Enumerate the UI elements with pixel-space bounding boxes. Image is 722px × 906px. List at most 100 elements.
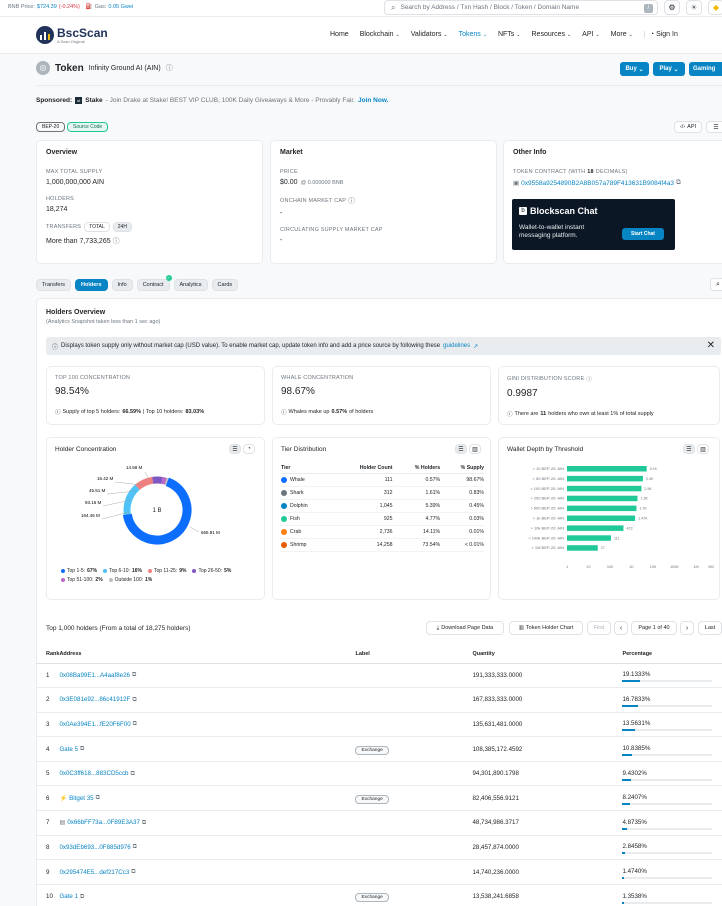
copy-icon[interactable]: ⧉ <box>80 745 85 753</box>
bar[interactable] <box>567 466 647 472</box>
legend-item[interactable]: Top 1-5: 67% <box>61 568 97 574</box>
gaming-button[interactable]: Gaming <box>689 62 722 76</box>
nav-blockchain[interactable]: Blockchain ⌄ <box>359 31 400 38</box>
search-input[interactable]: ⌕ Search by Address / Txn Hash / Block /… <box>384 0 658 15</box>
chart-view-button[interactable]: ▥ <box>697 444 709 454</box>
bar[interactable] <box>567 525 624 531</box>
copy-icon[interactable]: ⧉ <box>132 843 138 851</box>
exchange-badge[interactable]: Exchange <box>355 893 389 903</box>
tab-transfers[interactable]: Transfers <box>36 279 72 291</box>
copy-icon[interactable]: ⧉ <box>131 868 136 876</box>
holder-concentration-card: Holder Concentration ☰ ◔ 1 B 14.58 M 16.… <box>46 437 265 600</box>
prev-page-button[interactable]: ‹ <box>614 621 628 635</box>
copy-icon[interactable]: ⧉ <box>131 671 137 679</box>
table-row: 8 0x93dEb693...0F885d976 ⧉ 28,457,874.000… <box>36 835 722 861</box>
play-button[interactable]: Play ⌄ <box>653 62 685 76</box>
holder-address-link[interactable]: 0x0Ae394E1...fE20F6F00 <box>59 720 131 728</box>
holder-address-link[interactable]: Gate 1 <box>59 893 79 901</box>
tab-analytics[interactable]: Analytics <box>173 279 208 291</box>
copy-icon[interactable]: ⧉ <box>676 179 681 186</box>
bar[interactable] <box>567 495 638 502</box>
nav-api[interactable]: API ⌄ <box>582 31 600 38</box>
legend-item[interactable]: Top 51-100: 2% <box>61 577 103 583</box>
exchange-badge[interactable]: Exchange <box>355 745 389 755</box>
copy-icon[interactable]: ⧉ <box>130 769 135 777</box>
more-options-button[interactable]: ☰ <box>706 121 722 133</box>
data-label: 27 <box>601 546 605 550</box>
copy-icon[interactable]: ⧉ <box>132 720 138 728</box>
bar[interactable] <box>567 535 611 541</box>
percentage-bar <box>622 901 713 904</box>
chart-view-button[interactable]: ▥ <box>469 444 481 454</box>
holder-address-link[interactable]: 0x3E081e92...86c41912F <box>59 696 131 704</box>
nav-more[interactable]: More ⌄ <box>610 31 633 38</box>
transfers-total-toggle[interactable]: TOTAL <box>84 222 110 232</box>
legend-item[interactable]: Top 11-25: 9% <box>147 568 186 574</box>
blockscan-chat-ad[interactable]: b Blockscan Chat Wallet-to-wallet instan… <box>512 199 675 250</box>
last-page-button[interactable]: Last <box>698 621 722 635</box>
copy-icon[interactable]: ⧉ <box>141 818 147 826</box>
chart-title: Wallet Depth by Threshold <box>507 446 584 453</box>
tab-contract[interactable]: Contract ✓ <box>136 275 172 291</box>
next-page-button[interactable]: › <box>680 621 694 635</box>
holder-address-link[interactable]: 0x08Ba99E1...A4aaf8e26 <box>59 671 130 679</box>
bar[interactable] <box>567 545 598 551</box>
nav-sign-in[interactable]: ◔ Sign In <box>643 31 678 38</box>
search-icon: ⌕ <box>391 2 396 12</box>
tab-info[interactable]: Info <box>111 279 133 291</box>
tab-bar: Transfers Holders Info Contract ✓ Analyti… <box>36 275 239 291</box>
holder-address-link[interactable]: Gate 5 <box>59 745 79 753</box>
first-page-button[interactable]: First <box>587 621 611 635</box>
copy-icon[interactable]: ⧉ <box>80 892 85 900</box>
wallet-depth-chart: > 10 BEP-20: AIN 5.1K > 50 BEP-20: AIN 3.4K… <box>528 466 714 569</box>
close-icon[interactable]: ✕ <box>706 340 715 351</box>
source-code-badge[interactable]: Source Code <box>67 122 109 132</box>
nav-home[interactable]: Home <box>330 31 349 38</box>
contract-address-link[interactable]: 0x9558a9254890B2A8B057a789F413631B9084f4… <box>521 179 675 187</box>
bar[interactable] <box>567 505 637 512</box>
bar[interactable] <box>567 475 643 482</box>
download-button[interactable]: ⤓ Download Page Data <box>426 621 504 635</box>
guidelines-link[interactable]: guidelines <box>443 343 471 349</box>
data-label: 2.9K <box>644 487 652 491</box>
buy-button[interactable]: Buy ⌄ <box>620 62 649 76</box>
sponsored-link[interactable]: Join Now. <box>358 97 389 104</box>
nav-validators[interactable]: Validators ⌄ <box>410 31 448 38</box>
legend-item[interactable]: Top 26-50: 5% <box>192 568 231 574</box>
list-view-button[interactable]: ☰ <box>229 444 241 454</box>
brand-logo[interactable]: BscScan A Scan Original <box>36 26 108 44</box>
holder-address-link[interactable]: Bitget 35 <box>69 794 94 802</box>
transfers-24h-toggle[interactable]: 24H <box>112 222 132 232</box>
api-button[interactable]: ‹/› API <box>674 121 702 133</box>
holder-address-link[interactable]: 0x93dEb693...0F885d976 <box>59 843 131 851</box>
nav-resources[interactable]: Resources ⌄ <box>531 31 572 38</box>
chart-view-button[interactable]: ◔ <box>243 444 255 454</box>
start-chat-button[interactable]: Start Chat <box>622 228 664 240</box>
category-label: > 10 BEP-20: AIN <box>533 466 565 471</box>
chain-button[interactable]: ◆ <box>708 0 722 15</box>
legend-item[interactable]: Outside 100: 1% <box>108 577 152 583</box>
holder-address-link[interactable]: 0x295474E5...def217Cc3 <box>59 868 130 876</box>
tab-holders[interactable]: Holders <box>75 279 108 291</box>
donut-slice[interactable] <box>119 472 196 549</box>
holder-address-link[interactable]: 0x0C3ff618...883CD5ccb <box>59 770 129 778</box>
donut-slice[interactable] <box>119 472 196 549</box>
legend-item[interactable]: Top 6-10: 16% <box>103 568 142 574</box>
bar[interactable] <box>567 515 636 522</box>
nav-nfts[interactable]: NFTs ⌄ <box>497 31 521 38</box>
tab-cards[interactable]: Cards <box>211 279 239 291</box>
x-tick-label: 1M <box>693 565 698 569</box>
filter-button[interactable]: ⌕ <box>710 278 722 291</box>
copy-icon[interactable]: ⧉ <box>132 695 137 703</box>
stake-logo-icon: st <box>75 97 83 104</box>
list-view-button[interactable]: ☰ <box>455 444 467 454</box>
settings-button[interactable]: ⚙ <box>664 0 680 15</box>
copy-icon[interactable]: ⧉ <box>95 794 101 802</box>
nav-tokens[interactable]: Tokens ⌄ <box>458 31 487 38</box>
list-view-button[interactable]: ☰ <box>683 444 695 454</box>
theme-button[interactable]: ☀ <box>686 0 702 15</box>
bar[interactable] <box>567 485 642 492</box>
holder-chart-button[interactable]: ▥ Token Holder Chart <box>509 621 583 635</box>
holder-address-link[interactable]: 0x66bFF73a...0F89E3A37 <box>67 819 140 827</box>
exchange-badge[interactable]: Exchange <box>355 794 389 804</box>
